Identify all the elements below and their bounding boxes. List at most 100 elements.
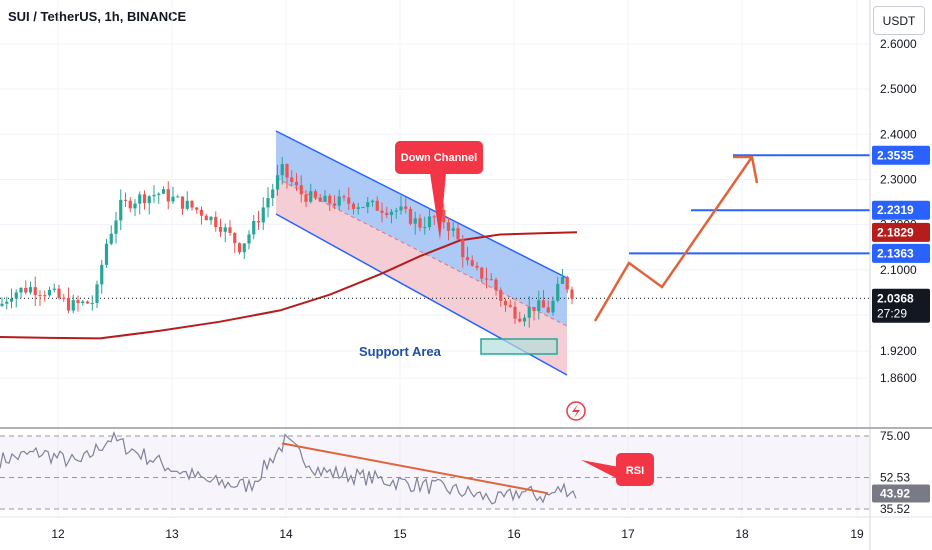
time-tick-label: 19 [850,527,864,541]
price-tick-label: 2.6000 [880,37,917,51]
candle-body [95,284,99,304]
channel-upper-fill [276,131,567,326]
candle-body [195,207,199,210]
candle-body [494,279,498,291]
candle-body [432,216,436,218]
candle-body [190,200,194,208]
candle-body [385,212,389,216]
time-tick-label: 18 [735,527,749,541]
rsi-current-box [872,484,930,503]
price-label: 2.2319 [872,200,930,220]
candle-body [484,278,489,280]
candle-body [332,203,337,206]
countdown-label: 27:29 [877,306,907,320]
price-tick-label: 1.8600 [880,371,917,385]
candle-body [119,199,123,221]
candle-body [565,277,569,290]
time-tick-label: 14 [279,527,293,541]
candle-body [104,243,109,265]
price-tick-label: 2.1000 [880,263,917,277]
candle-body [366,202,370,208]
projection-arrowhead [733,155,759,184]
candle-body [24,287,28,293]
candle-body [328,195,332,204]
candle-body [237,243,242,253]
candle-body [204,215,208,221]
candle-body [19,287,23,293]
channel-midline [275,177,568,327]
rsi-tick-label: 75.00 [880,429,910,443]
candle-body [33,287,37,296]
candle-body [299,185,303,195]
candle-body [309,191,313,202]
channel-lower-fill [276,178,567,375]
candle-body [252,220,256,235]
price-label-text: 2.3535 [877,148,914,162]
rsi-current-label: 43.92 [880,486,910,500]
rsi-line [0,431,577,505]
candle-body [157,193,161,195]
candle-body [527,307,531,318]
price-label-text: 2.2319 [877,203,914,217]
candle-body [171,196,175,202]
candle-body [5,301,9,304]
candle-body [275,175,280,190]
price-label-box [872,200,930,220]
candle-body [408,208,413,224]
candle-body [180,196,185,209]
quote-currency-button[interactable]: USDT [873,6,925,35]
channel-top-line [275,130,568,279]
time-tick-label: 16 [507,527,521,541]
candle-body [81,301,85,304]
candle-body [218,227,223,232]
price-label-box [872,145,930,165]
candle-body [290,177,294,182]
down-channel-callout: Down Channel [395,141,483,240]
chart-title: SUI / TetherUS, 1h, BINANCE [8,9,187,24]
candle-body [465,257,470,261]
time-tick-label: 13 [165,527,179,541]
rsi-tick-label: 52.53 [880,471,910,485]
candle-body [370,200,375,203]
candle-body [551,300,555,313]
candle-body [261,207,265,223]
candle-body [342,196,346,198]
candle-body [280,164,284,176]
candle-body [399,206,403,211]
candle-body [47,289,52,296]
candle-body [228,227,232,233]
price-tick-label: 1.9200 [880,344,917,358]
callout-pointer [430,173,446,240]
candle-body [480,267,484,279]
candle-body [427,216,432,228]
candle-body [442,209,446,223]
time-tick-label: 17 [621,527,635,541]
moving-average-line [0,231,578,340]
candle-body [389,211,394,216]
price-label-box [872,288,930,323]
candle-body [114,220,118,234]
candle-body [185,200,189,209]
candle-body [256,220,261,223]
callout-box [395,141,483,174]
candle-body [128,200,132,209]
candle-body [541,300,546,308]
candle-body [85,301,90,304]
candle-body [161,189,166,194]
candle-body [304,194,308,202]
candle-body [62,297,66,299]
projected-path [593,156,754,322]
candle-body [456,228,460,240]
candle-body [100,264,104,285]
candle-body [503,300,508,306]
candle-body [9,298,14,302]
candle-body [356,207,360,209]
candle-body [470,260,474,266]
candle-body [14,292,18,299]
candle-body [347,197,351,204]
time-tick-label: 15 [393,527,407,541]
candle-body [518,318,522,322]
candle-body [451,228,455,231]
